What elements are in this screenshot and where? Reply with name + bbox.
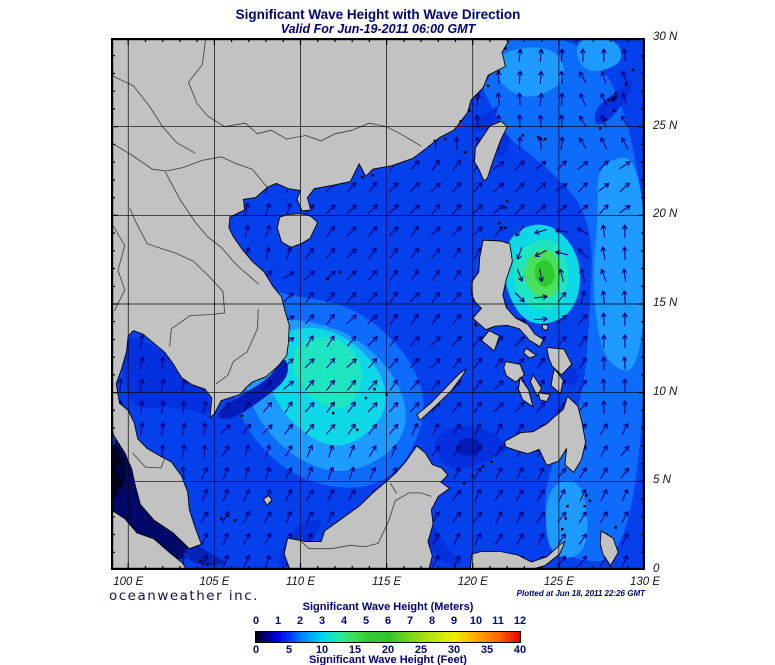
lon-label: 115 E xyxy=(372,576,402,588)
legend-meters-tick: 10 xyxy=(469,615,483,627)
lat-label: 15 N xyxy=(653,297,678,309)
land-negros xyxy=(517,376,534,408)
lon-label: 105 E xyxy=(199,576,230,588)
graticule-layer xyxy=(111,38,645,570)
legend-meters-tick: 9 xyxy=(450,615,458,627)
legend-meters-tick: 0 xyxy=(252,615,260,627)
lon-label: 100 E xyxy=(113,576,144,588)
lat-label: 10 N xyxy=(653,385,678,398)
legend-meters-tick: 7 xyxy=(406,615,414,627)
land-mindanao xyxy=(504,395,587,474)
land-halmahera xyxy=(599,530,619,567)
lat-label: 0 xyxy=(653,563,660,575)
land-masbate xyxy=(523,347,538,359)
wave-height-map xyxy=(111,38,645,570)
legend-feet-tick: 5 xyxy=(285,644,293,656)
legend-meters-tick: 3 xyxy=(318,615,326,627)
lat-label: 25 N xyxy=(653,119,678,132)
map-frame xyxy=(111,38,645,570)
legend-meters-tick: 5 xyxy=(362,615,370,627)
land-samar xyxy=(546,346,573,376)
chart-title: Significant Wave Height with Wave Direct… xyxy=(235,7,521,22)
land-mindoro xyxy=(480,330,500,352)
land-sumatra xyxy=(111,509,188,570)
legend-meters-tick: 1 xyxy=(274,615,282,627)
lon-label: 110 E xyxy=(285,576,316,588)
legend-feet-caption: Significant Wave Height (Feet) xyxy=(309,654,467,665)
land-cebu xyxy=(529,373,543,398)
legend-feet-tick: 25 xyxy=(414,644,428,656)
legend-meters-tick: 12 xyxy=(513,615,527,627)
land-bohol xyxy=(537,392,551,403)
plotted-timestamp: Plotted at Jun 18, 2011 22:26 GMT xyxy=(516,589,645,598)
islet-layer xyxy=(199,47,645,566)
map-border-frame xyxy=(111,38,645,570)
lat-label: 30 N xyxy=(653,31,678,43)
land-borneo xyxy=(283,445,451,570)
legend-meters-tick: 11 xyxy=(492,615,504,627)
chart-subtitle: Valid For Jun-19-2011 06:00 GMT xyxy=(280,22,476,36)
lon-label: 120 E xyxy=(457,576,488,588)
legend-meters-tick: 2 xyxy=(296,615,304,627)
lat-label: 5 N xyxy=(653,474,671,487)
legend-colorbar xyxy=(255,631,521,643)
lon-label: 125 E xyxy=(543,576,574,588)
land-natuna xyxy=(262,494,273,507)
lat-label: 20 N xyxy=(653,208,678,221)
legend-meters-tick: 6 xyxy=(384,615,392,627)
legend-feet-tick: 30 xyxy=(447,644,461,656)
land-sulawesi xyxy=(469,540,566,570)
land-taiwan xyxy=(474,120,508,182)
legend-feet-tick: 15 xyxy=(348,644,362,656)
legend-feet-tick: 40 xyxy=(513,644,527,656)
legend-feet-tick: 20 xyxy=(381,644,395,656)
land-leyte xyxy=(550,367,564,395)
oceanweather-logo-text: oceanweather inc. xyxy=(109,588,259,604)
land-mainland-asia xyxy=(111,38,512,550)
land-catanduanes xyxy=(542,323,550,332)
lon-label: 130 E xyxy=(629,576,661,588)
legend-meters-tick: 8 xyxy=(428,615,436,627)
land-palawan xyxy=(416,368,468,421)
legend-meters-tick: 4 xyxy=(340,615,348,627)
land-panay xyxy=(503,361,525,383)
legend-feet-tick: 0 xyxy=(252,644,260,656)
legend-meters-caption: Significant Wave Height (Meters) xyxy=(302,601,474,613)
legend-feet-tick: 10 xyxy=(315,644,329,656)
land-layer xyxy=(111,38,619,570)
legend-feet-tick: 35 xyxy=(480,644,494,656)
